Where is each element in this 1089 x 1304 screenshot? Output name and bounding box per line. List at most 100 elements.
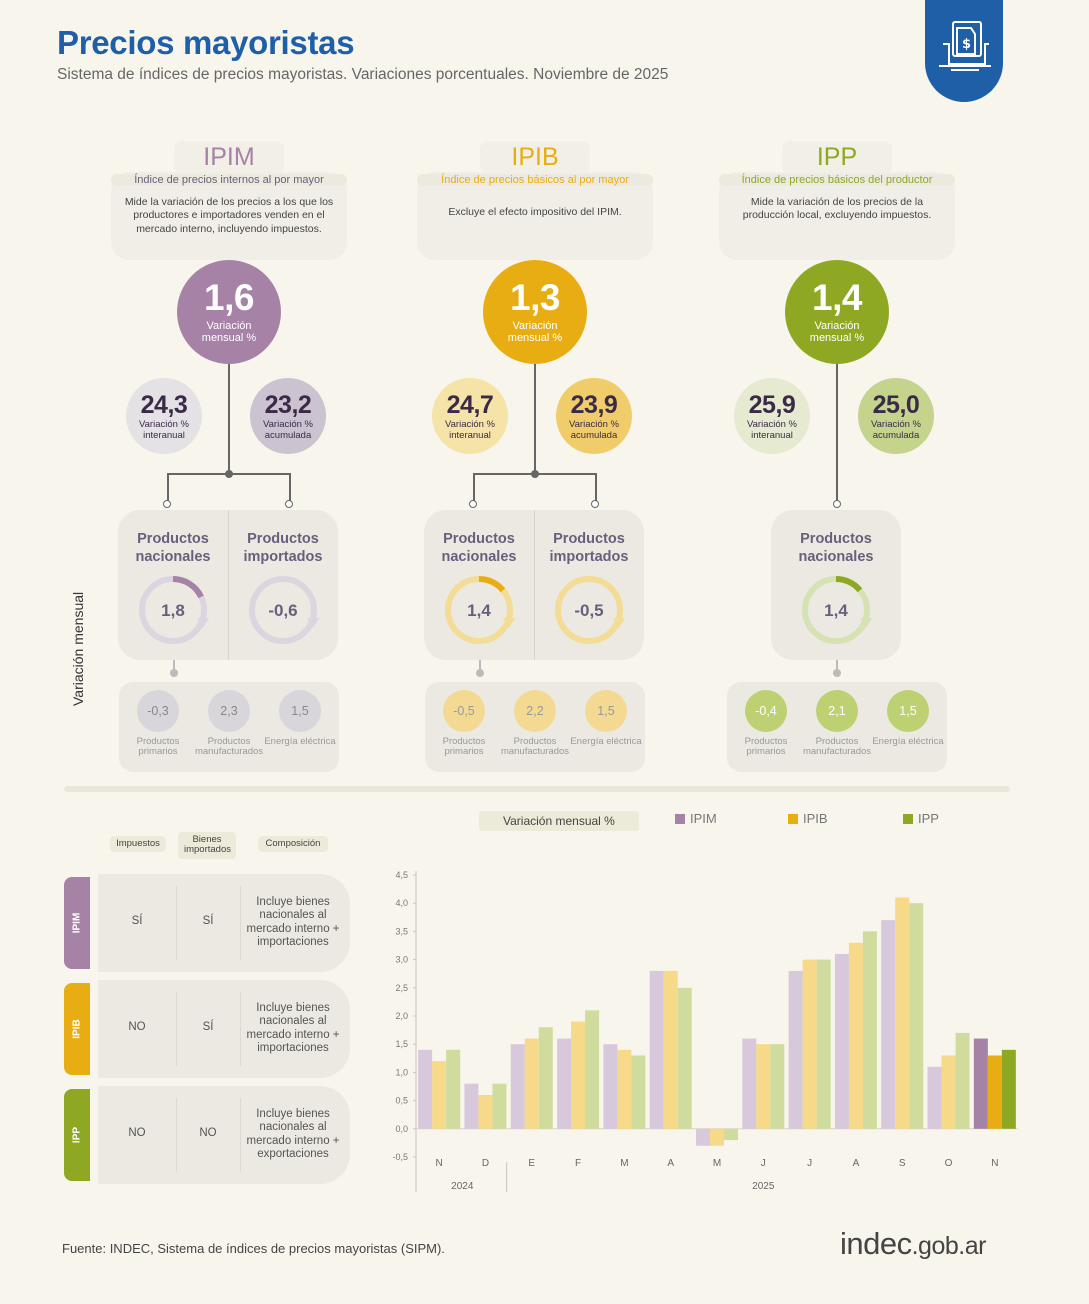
acumulada-variation-circle: 23,9 Variación % acumulada [556, 378, 632, 454]
x-tick-label: M [713, 1158, 721, 1169]
connector-line [228, 364, 230, 474]
sub-category-label: Productos primarios [136, 736, 180, 757]
bar-ipim [603, 1044, 618, 1129]
bar-ipp [492, 1083, 507, 1129]
legend-item-ipim: IPIM [675, 811, 717, 826]
connector-line [167, 473, 291, 475]
acumulada-variation-label: Variación % acumulada [569, 419, 619, 441]
indec-brand[interactable]: indec.gob.ar [840, 1226, 986, 1261]
page-title: Precios mayoristas [57, 24, 355, 61]
table-row-index-tab: IPP [64, 1089, 90, 1181]
price-tag-icon: $ [939, 21, 991, 71]
bar-ipib [478, 1094, 493, 1129]
monthly-variation-label: Variación mensual % [809, 320, 865, 345]
x-tick-label: E [528, 1158, 535, 1169]
sub-category-label: Energía eléctrica [872, 736, 944, 747]
composition-cell: Incluye bienes nacionales al mercado int… [246, 1002, 340, 1055]
x-tick-label: J [761, 1158, 766, 1169]
product-title: Productos importados [549, 531, 629, 566]
connector-node [476, 669, 484, 677]
sub-category-label: Productos primarios [744, 736, 788, 757]
bar-ipib [987, 1055, 1002, 1129]
table-row: SÍ SÍ Incluye bienes nacionales al mercado… [98, 874, 350, 972]
product-variation-value: 1,4 [467, 601, 491, 620]
ring-arc [249, 576, 317, 644]
x-tick-label: F [575, 1158, 581, 1169]
bar-ipp [677, 987, 692, 1129]
ring-arc [555, 576, 623, 644]
connector-line [173, 660, 175, 672]
year-label: 2024 [451, 1181, 474, 1192]
table-header: Composición [258, 836, 328, 853]
connector-node [163, 500, 171, 508]
connector-line [836, 364, 838, 504]
sub-category-value: 2,3 [208, 690, 250, 732]
legend-label: IPIM [690, 811, 717, 826]
product-variation-value: -0,6 [268, 601, 298, 620]
x-tick-label: A [853, 1158, 860, 1169]
connector-node [833, 669, 841, 677]
monthly-variation-value: 1,6 [204, 277, 254, 318]
legend-swatch [788, 814, 798, 824]
ring-arrow-icon [307, 618, 319, 628]
sub-category-value: 1,5 [279, 690, 321, 732]
table-row-index-tab: IPIM [64, 877, 90, 969]
sub-category-value: -0,5 [443, 690, 485, 732]
variation-ring [249, 576, 319, 644]
table-divider [176, 992, 177, 1066]
monthly-variation-circle: 1,6 Variación mensual % [177, 260, 281, 364]
index-full-name: Índice de precios básicos del productor [719, 174, 955, 186]
interanual-variation-circle: 25,9 Variación % interanual [734, 378, 810, 454]
table-divider [176, 886, 177, 960]
legend-item-ipp: IPP [903, 811, 939, 826]
y-tick-label: 1,0 [395, 1067, 408, 1077]
product-title: Productos nacionales [798, 531, 874, 566]
ring-arrow-icon [197, 618, 209, 628]
connector-node [170, 669, 178, 677]
y-tick-label: 1,5 [395, 1039, 408, 1049]
bar-ipim [510, 1044, 525, 1129]
monthly-variation-label: Variación mensual % [201, 320, 257, 345]
bar-ipp [770, 1044, 785, 1129]
table-row-index: IPIM [71, 912, 83, 934]
index-name-ipp: IPP [782, 141, 892, 174]
connector-line [473, 473, 597, 475]
variation-ring [555, 576, 625, 644]
products-divider [534, 510, 535, 660]
prices-logo: $ [925, 0, 1003, 102]
bar-ipp [1001, 1049, 1016, 1129]
ring-arrow-icon [613, 618, 625, 628]
monthly-variation-circle: 1,4 Variación mensual % [785, 260, 889, 364]
products-box: Productos nacionales 1,4 [771, 510, 901, 660]
index-description-box: Índice de precios básicos del productor M… [719, 172, 955, 260]
y-tick-label: 3,0 [395, 955, 408, 965]
bar-ipim [973, 1038, 988, 1129]
table-row-index: IPIB [71, 1019, 83, 1039]
bar-ipp [724, 1128, 738, 1141]
sub-category-value: -0,4 [745, 690, 787, 732]
index-full-name: Índice de precios internos al por mayor [111, 174, 347, 186]
bar-ipim [927, 1066, 942, 1129]
connector-node [469, 500, 477, 508]
y-tick-label: 4,5 [395, 870, 408, 880]
sub-category-value: 1,5 [585, 690, 627, 732]
acumulada-variation-value: 23,2 [264, 391, 312, 419]
bar-ipim [834, 953, 849, 1129]
monthly-variation-label: Variación mensual % [507, 320, 563, 345]
index-full-name: Índice de precios básicos al por mayor [417, 174, 653, 186]
monthly-variation-chart: -0,5 0,0 0,5 1,0 1,5 2,0 2,5 3,0 3,5 4,0 4,5 N D E F M A… [392, 870, 1018, 1192]
index-name-ipim: IPIM [174, 141, 284, 174]
table-row: NO SÍ Incluye bienes nacionales al mercado… [98, 980, 350, 1078]
bar-ipp [538, 1027, 553, 1129]
sub-category-label: Energía eléctrica [264, 736, 336, 747]
interanual-variation-circle: 24,3 Variación % interanual [126, 378, 202, 454]
sub-category-label: Productos manufacturados [194, 736, 264, 757]
table-row-index: IPP [71, 1126, 83, 1144]
sub-category-value: 2,1 [816, 690, 858, 732]
bar-ipib [802, 959, 817, 1129]
index-description: Mide la variación de los precios de la p… [742, 196, 932, 222]
interanual-variation-circle: 24,7 Variación % interanual [432, 378, 508, 454]
index-name-ipib: IPIB [480, 141, 590, 174]
x-tick-label: J [807, 1158, 812, 1169]
index-description: Excluye el efecto impositivo del IPIM. [448, 206, 622, 218]
